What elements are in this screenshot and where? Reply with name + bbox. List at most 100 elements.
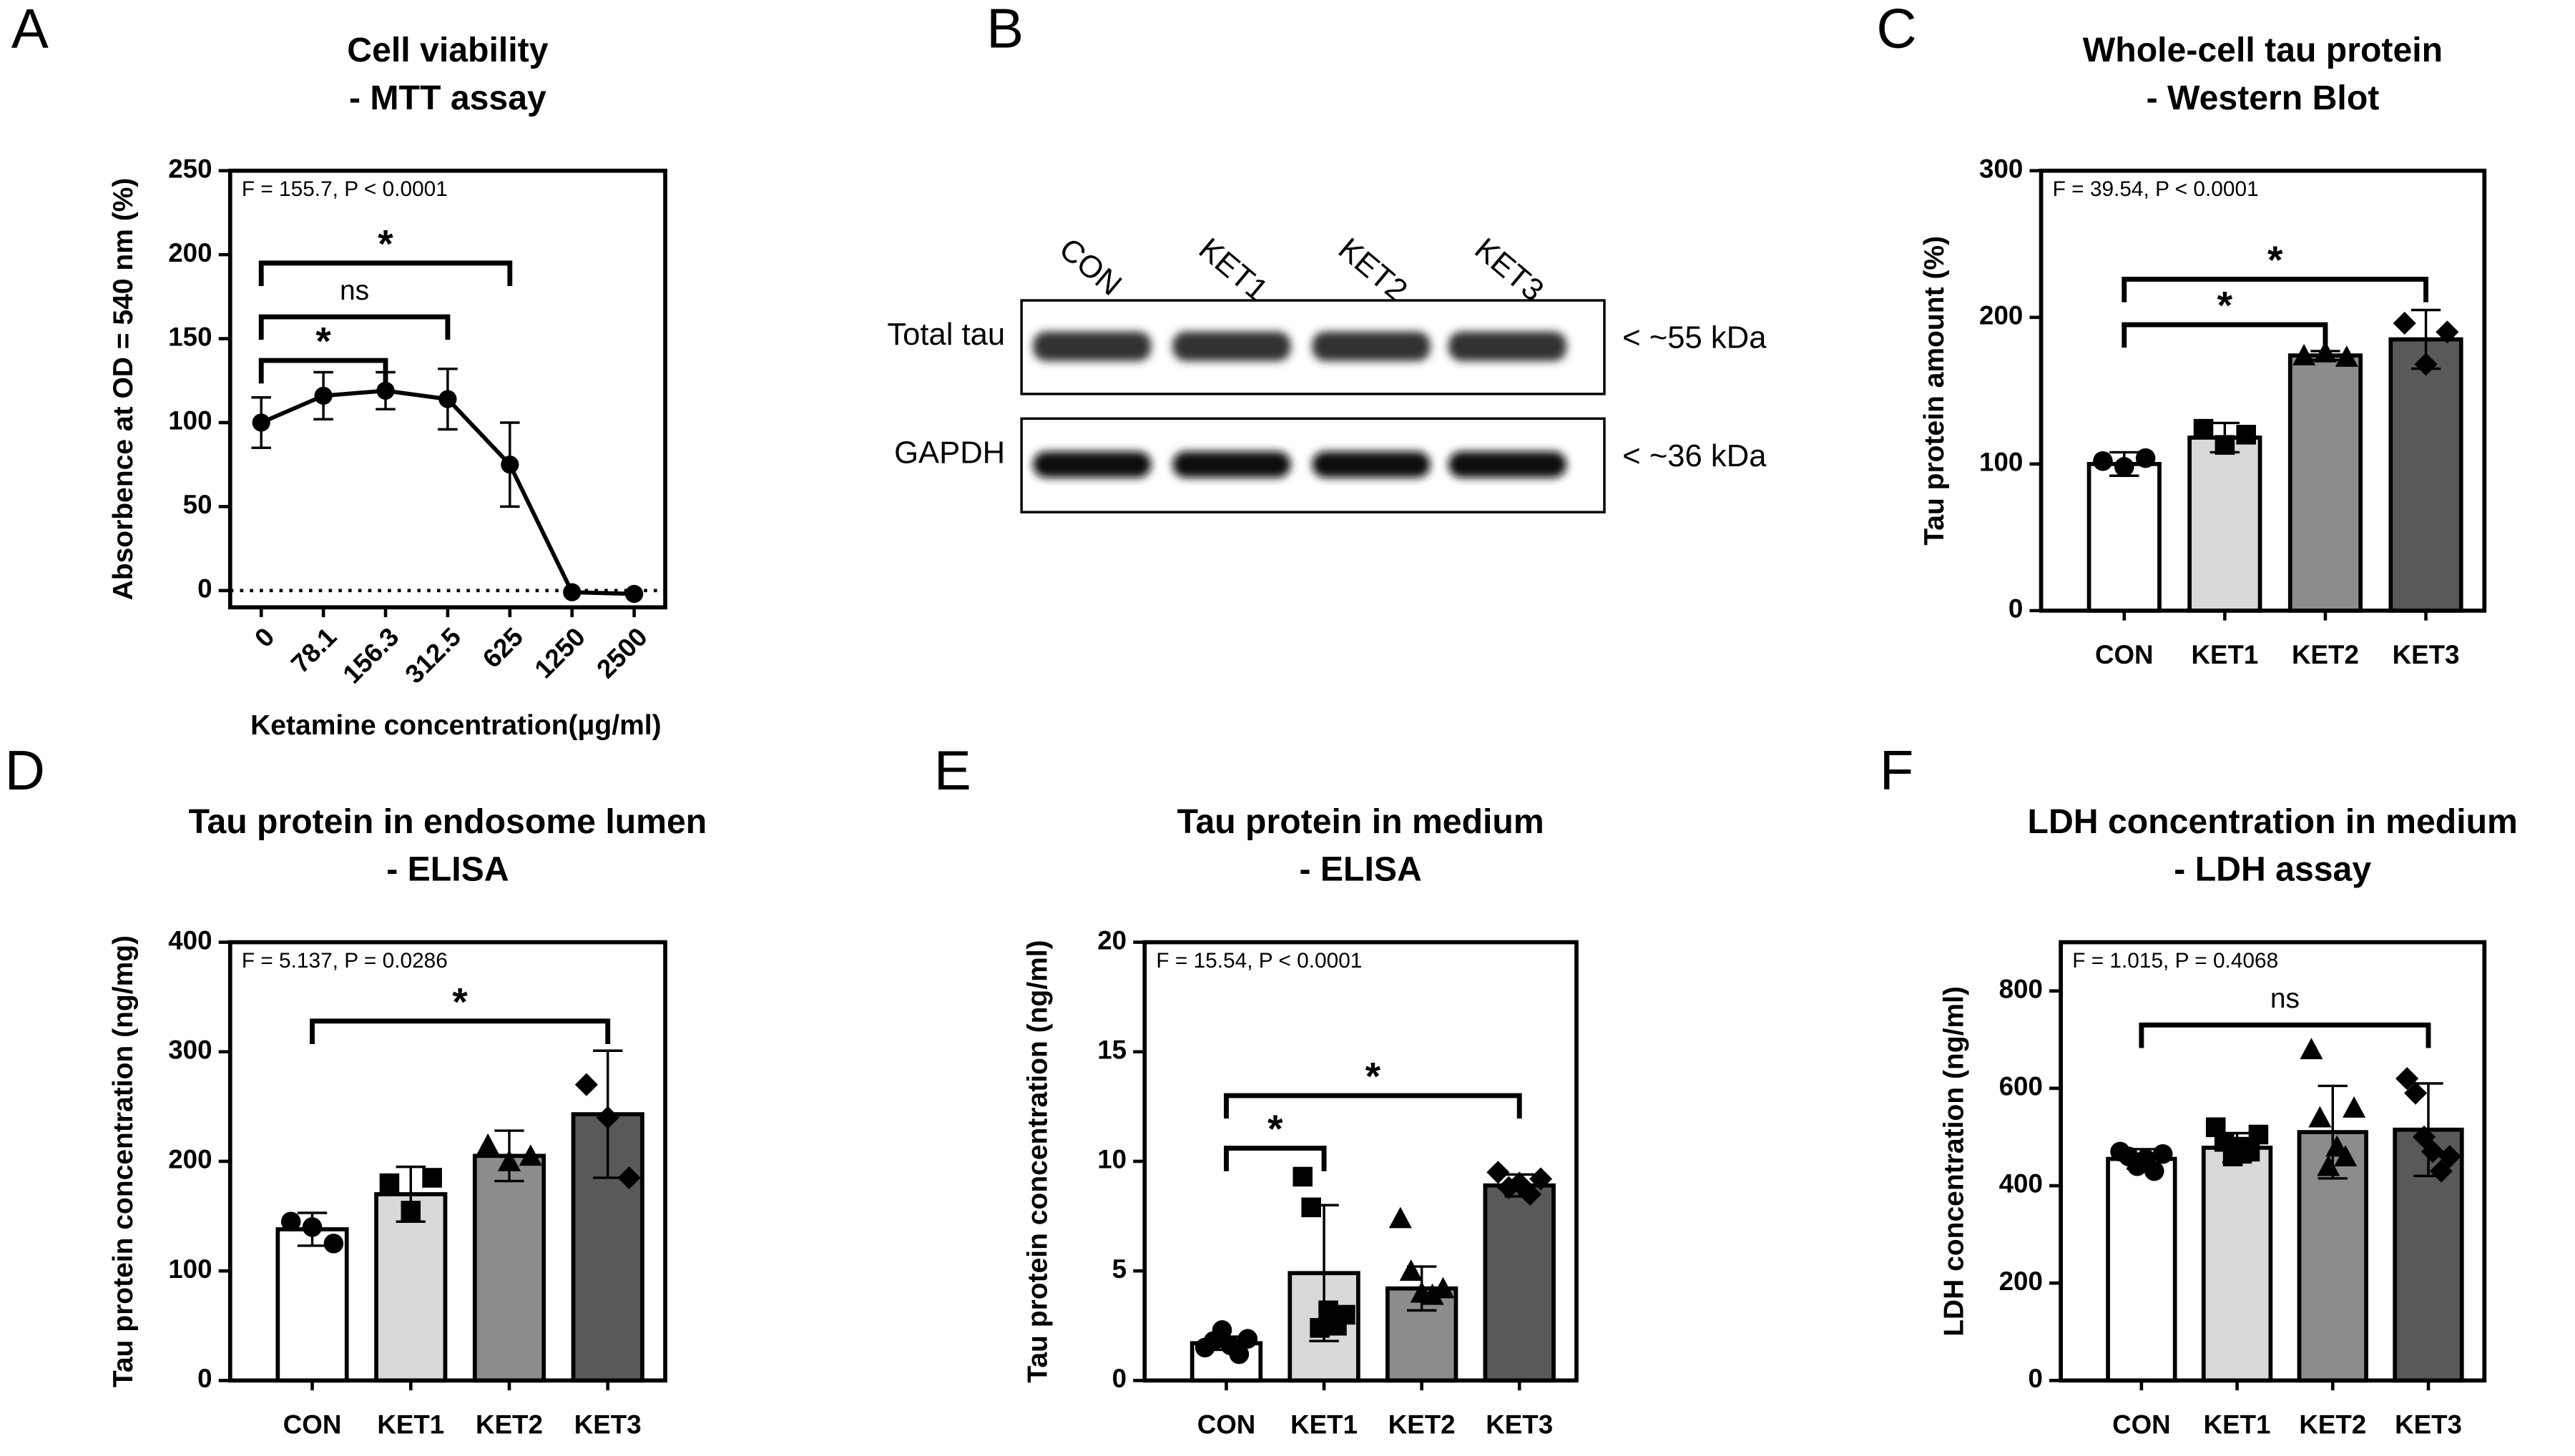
x-tick-label: KET1: [377, 1410, 444, 1439]
bar: [374, 1192, 448, 1383]
significance-bracket: [1224, 1093, 1522, 1119]
panel-letter: A: [11, 0, 49, 60]
chart-subtitle: - ELISA: [1299, 850, 1421, 889]
point: [1229, 1344, 1250, 1364]
row-label: GAPDH: [894, 436, 1005, 470]
point: [501, 456, 519, 474]
y-tick-label: 100: [168, 406, 212, 436]
point: [323, 1234, 344, 1254]
y-tick-label: 300: [168, 1035, 212, 1064]
point: [1388, 1206, 1412, 1229]
point: [2414, 353, 2438, 376]
plot-frame: [227, 940, 667, 1383]
y-tick-label: 0: [2028, 1364, 2042, 1393]
point: [2436, 320, 2459, 344]
chart-title: Tau protein in medium: [1177, 802, 1544, 841]
y-axis-label: Tau protein amount (%): [1919, 236, 1950, 546]
point: [2343, 1096, 2366, 1118]
point: [422, 1168, 442, 1188]
bar: [2201, 1146, 2273, 1383]
point: [563, 583, 582, 601]
panel-letter: C: [1876, 0, 1916, 60]
chart-subtitle: - ELISA: [386, 850, 509, 889]
bar: [472, 1154, 546, 1383]
y-tick-label: 0: [197, 574, 212, 604]
lane-label: KET3: [1468, 232, 1549, 308]
point: [574, 1073, 598, 1096]
point: [2114, 457, 2134, 477]
point: [1212, 1320, 1232, 1340]
significance-label: *: [378, 221, 393, 265]
bar: [2187, 436, 2262, 613]
x-tick-label: 2500: [591, 622, 653, 684]
bar: [2086, 461, 2162, 613]
y-tick-label: 300: [1979, 154, 2023, 183]
annotation: F = 15.54, P < 0.0001: [1156, 949, 1362, 973]
point: [438, 390, 457, 408]
x-tick-label: KET3: [2395, 1410, 2462, 1439]
point: [1421, 1283, 1444, 1305]
y-tick-label: 800: [1999, 974, 2043, 1003]
x-tick-label: KET1: [2191, 640, 2258, 669]
point: [2193, 418, 2214, 439]
point: [2334, 1145, 2358, 1166]
y-tick-label: 5: [1112, 1254, 1127, 1284]
point: [2214, 435, 2235, 455]
point: [2240, 1141, 2260, 1162]
significance-bracket: [258, 314, 451, 340]
significance-bracket: [310, 1018, 611, 1044]
x-tick-label: 0: [249, 622, 280, 653]
point: [519, 1144, 542, 1166]
plot-frame: [227, 168, 667, 610]
panel-letter: E: [934, 739, 971, 802]
band: [1312, 331, 1431, 361]
x-tick-label: CON: [1197, 1410, 1256, 1439]
y-axis-label: Absorbence at OD = 540 nm (%): [108, 178, 139, 601]
panel-letter: B: [986, 0, 1024, 60]
x-tick-label: CON: [2095, 640, 2154, 669]
point: [1237, 1329, 1258, 1349]
y-axis-label: LDH concentration (ng/ml): [1939, 986, 1970, 1337]
point: [2300, 1038, 2323, 1060]
point: [376, 381, 395, 400]
significance-label: *: [1267, 1106, 1283, 1151]
lane-label: KET1: [1192, 232, 1274, 308]
annotation: F = 155.7, P < 0.0001: [242, 177, 448, 201]
x-tick-label: 1250: [529, 622, 591, 684]
point: [280, 1211, 301, 1232]
x-tick-label: KET3: [1486, 1410, 1553, 1439]
significance-label: ns: [2270, 983, 2300, 1014]
annotation: F = 5.137, P = 0.0286: [242, 949, 448, 973]
y-tick-label: 0: [1112, 1364, 1127, 1393]
y-tick-label: 20: [1097, 925, 1127, 955]
chart-subtitle: - LDH assay: [2174, 850, 2371, 889]
significance-label: *: [2217, 283, 2233, 328]
point: [1293, 1166, 1313, 1187]
band: [1172, 331, 1291, 361]
x-tick-label: 312.5: [399, 622, 466, 689]
y-tick-label: 0: [197, 1364, 212, 1393]
x-tick-label: CON: [2112, 1410, 2171, 1439]
point: [1399, 1259, 1423, 1281]
point: [624, 584, 644, 604]
point: [314, 386, 333, 405]
y-tick-label: 100: [168, 1254, 212, 1284]
point: [2135, 448, 2156, 468]
point: [2236, 425, 2256, 445]
chart-subtitle: - Western Blot: [2147, 79, 2380, 117]
x-tick-label: KET2: [476, 1410, 543, 1439]
plot-frame: [2039, 168, 2487, 613]
y-tick-label: 200: [168, 1145, 212, 1174]
x-tick-label: CON: [283, 1410, 342, 1439]
point: [2412, 1125, 2436, 1148]
point: [2317, 1154, 2340, 1176]
point: [1529, 1167, 1553, 1191]
y-axis-label: Tau protein concentration (ng/ml): [1023, 940, 1054, 1382]
bar: [2287, 353, 2363, 613]
point: [2420, 1140, 2445, 1164]
y-tick-label: 600: [1999, 1072, 2043, 1101]
chart-subtitle: - MTT assay: [349, 79, 546, 117]
band: [1448, 331, 1567, 361]
point: [1486, 1161, 1510, 1184]
